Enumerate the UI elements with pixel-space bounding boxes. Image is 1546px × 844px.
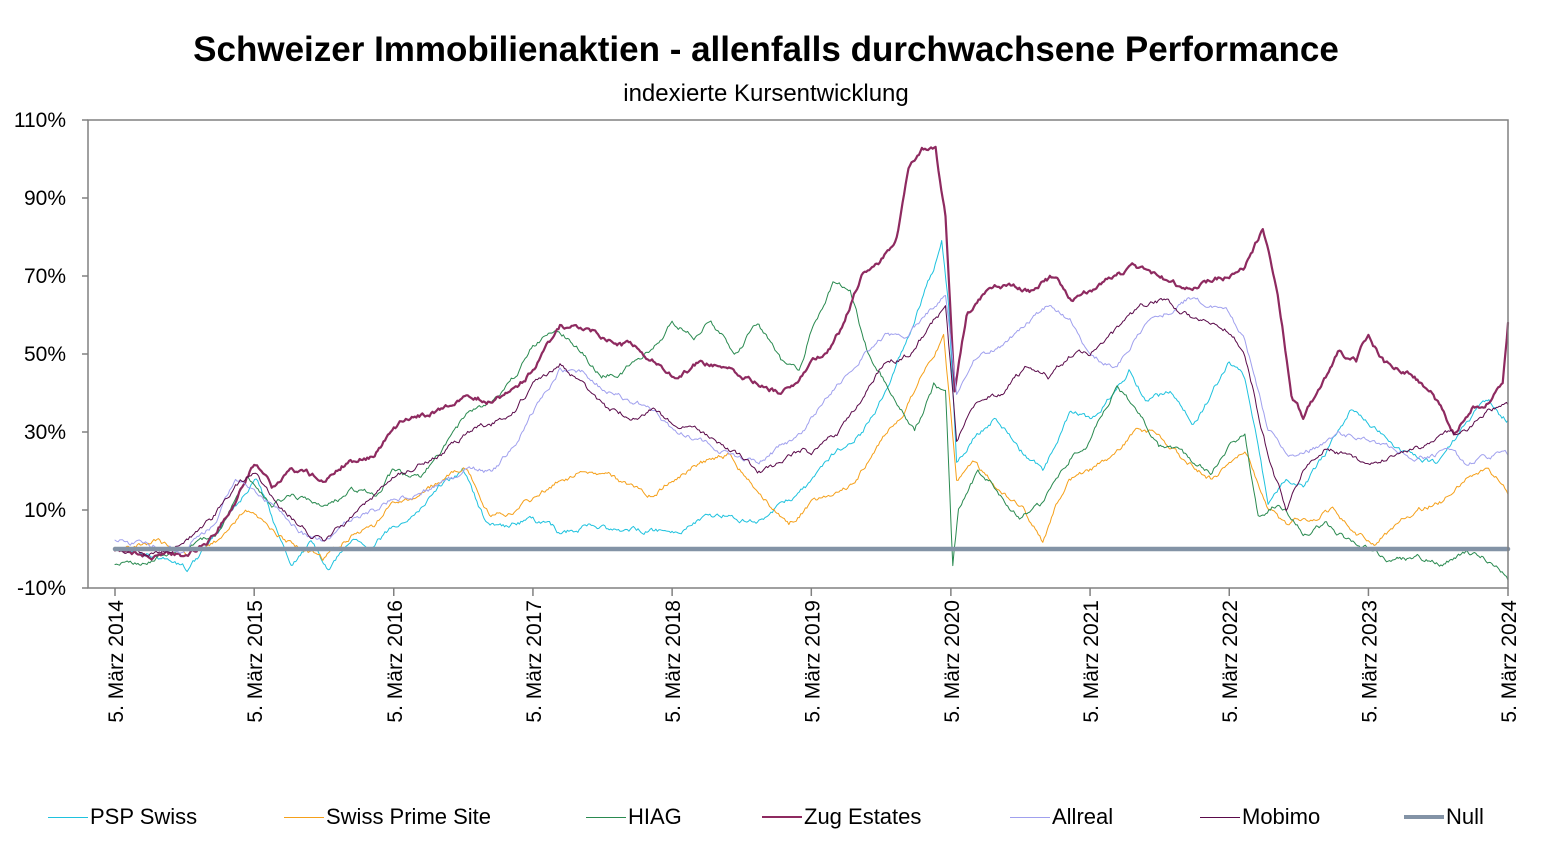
legend-swatch [1010, 816, 1050, 818]
legend-label: Zug Estates [804, 804, 922, 829]
series-line-mobimo [114, 298, 1509, 557]
y-tick-label: 90% [24, 187, 66, 210]
legend: PSP Swiss Swiss Prime Site HIAG Zug Estates… [0, 800, 1546, 834]
x-tick-label: 5. März 2016 [384, 600, 407, 723]
legend-item: Allreal [1010, 800, 1113, 834]
series-line-allreal [114, 294, 1509, 554]
chart-subtitle: indexierte Kursentwicklung [623, 80, 909, 107]
x-tick-label: 5. März 2019 [801, 600, 824, 723]
legend-item: Mobimo [1200, 800, 1320, 834]
legend-swatch [1200, 816, 1240, 818]
legend-swatch [586, 816, 626, 818]
legend-label: HIAG [628, 804, 682, 829]
series-line-hiag [114, 281, 1509, 581]
x-tick-label: 5. März 2017 [523, 600, 546, 723]
legend-swatch [284, 816, 324, 818]
x-tick-label: 5. März 2014 [105, 600, 128, 723]
x-tick-label: 5. März 2023 [1358, 600, 1381, 723]
legend-item: Swiss Prime Site [284, 800, 491, 834]
x-tick-label: 5. März 2021 [1080, 600, 1103, 723]
y-tick-label: -10% [17, 577, 66, 600]
y-tick-label: 30% [24, 421, 66, 444]
series-line-zug-estates [113, 145, 1510, 561]
legend-item: Zug Estates [762, 800, 921, 834]
legend-swatch [762, 816, 802, 818]
series-layer [112, 145, 1511, 581]
legend-label: Swiss Prime Site [326, 804, 492, 829]
y-tick-label: 50% [24, 343, 66, 366]
x-tick-label: 5. März 2018 [662, 600, 685, 723]
legend-swatch [48, 816, 88, 818]
legend-label: Mobimo [1242, 804, 1321, 829]
series-line-swiss-prime-site [114, 333, 1509, 561]
y-tick-label: 110% [14, 109, 66, 132]
y-tick-label: 70% [24, 265, 66, 288]
y-tick-label: 10% [24, 499, 66, 522]
legend-swatch [1404, 815, 1444, 819]
legend-label: Null [1446, 804, 1484, 829]
axis-layer: -10% 10% 30% 50% 70% 90% 110% 5. März 2014 5. Mä… [14, 109, 1521, 723]
legend-label: Allreal [1052, 804, 1114, 829]
x-tick-label: 5. März 2024 [1498, 600, 1521, 723]
chart-title: Schweizer Immobilienaktien - allenfalls … [193, 30, 1339, 69]
x-tick-label: 5. März 2022 [1219, 600, 1242, 723]
legend-item: PSP Swiss [48, 800, 197, 834]
x-tick-label: 5. März 2015 [244, 600, 267, 723]
legend-label: PSP Swiss [90, 804, 198, 829]
legend-item: Null [1404, 800, 1484, 834]
x-tick-label: 5. März 2020 [941, 600, 964, 723]
series-line-psp-swiss [114, 240, 1509, 573]
legend-item: HIAG [586, 800, 682, 834]
